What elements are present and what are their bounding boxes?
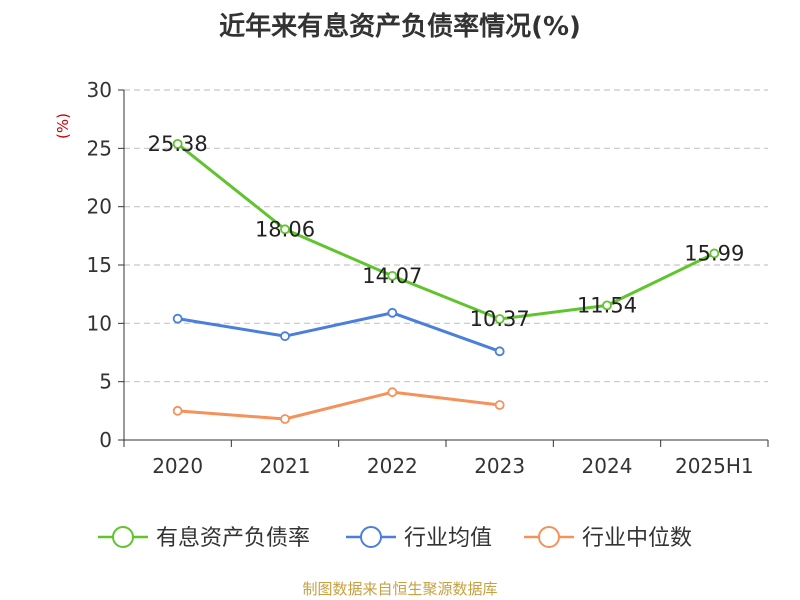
x-tick-label: 2021 (260, 454, 311, 478)
data-point (387, 270, 398, 281)
y-tick-label: 25 (87, 136, 112, 160)
y-tick-label: 5 (99, 370, 112, 394)
x-tick-label: 2020 (152, 454, 203, 478)
legend-marker (360, 526, 382, 548)
series-lines (172, 138, 720, 424)
y-tick-label: 30 (87, 78, 112, 102)
data-labels: 25.38 18.06 14.07 10.37 11.54 15.99 (148, 132, 745, 331)
y-tick-label: 0 (99, 428, 112, 452)
axes: 0 5 10 15 20 25 30 2020 2021 2022 2023 2024 2025H1 (87, 78, 769, 478)
data-label: 25.38 (148, 132, 208, 156)
data-point (709, 248, 720, 259)
data-label: 18.06 (255, 217, 315, 241)
data-label: 14.07 (362, 264, 422, 288)
data-label: 15.99 (684, 241, 744, 265)
data-point (172, 138, 183, 149)
data-point (280, 331, 290, 342)
data-point (494, 346, 505, 357)
series-line-1 (177, 311, 501, 353)
data-point (602, 300, 612, 311)
x-tick-label: 2024 (582, 454, 633, 478)
legend-marker (538, 526, 560, 548)
y-tick-label: 15 (87, 253, 112, 277)
source-note: 制图数据来自恒生聚源数据库 (302, 580, 498, 598)
data-point (280, 414, 290, 424)
x-tick-label: 2023 (474, 454, 525, 478)
data-label: 11.54 (577, 293, 637, 317)
legend-label: 有息资产负债率 (156, 526, 310, 551)
data-point (494, 400, 505, 410)
y-tick-label: 10 (87, 311, 112, 335)
legend-label: 行业中位数 (582, 526, 692, 551)
data-point (387, 387, 398, 398)
y-axis-unit-label: (%) (54, 113, 72, 139)
data-point (172, 405, 183, 416)
data-point (387, 307, 398, 318)
data-point (494, 314, 505, 324)
x-tick-label: 2022 (367, 454, 418, 478)
data-point (280, 224, 290, 235)
legend: 有息资产负债率 行业均值 行业中位数 (98, 526, 692, 551)
y-tick-label: 20 (87, 195, 112, 219)
legend-marker (112, 526, 134, 548)
series-line-0 (176, 142, 715, 321)
legend-label: 行业均值 (404, 526, 492, 551)
data-point (172, 313, 183, 324)
chart-title: 近年来有息资产负债率情况(%) (219, 12, 581, 42)
series-line-2 (177, 390, 500, 421)
data-label: 10.37 (470, 307, 530, 331)
grid-lines (124, 89, 768, 383)
x-tick-label: 2025H1 (675, 454, 754, 478)
